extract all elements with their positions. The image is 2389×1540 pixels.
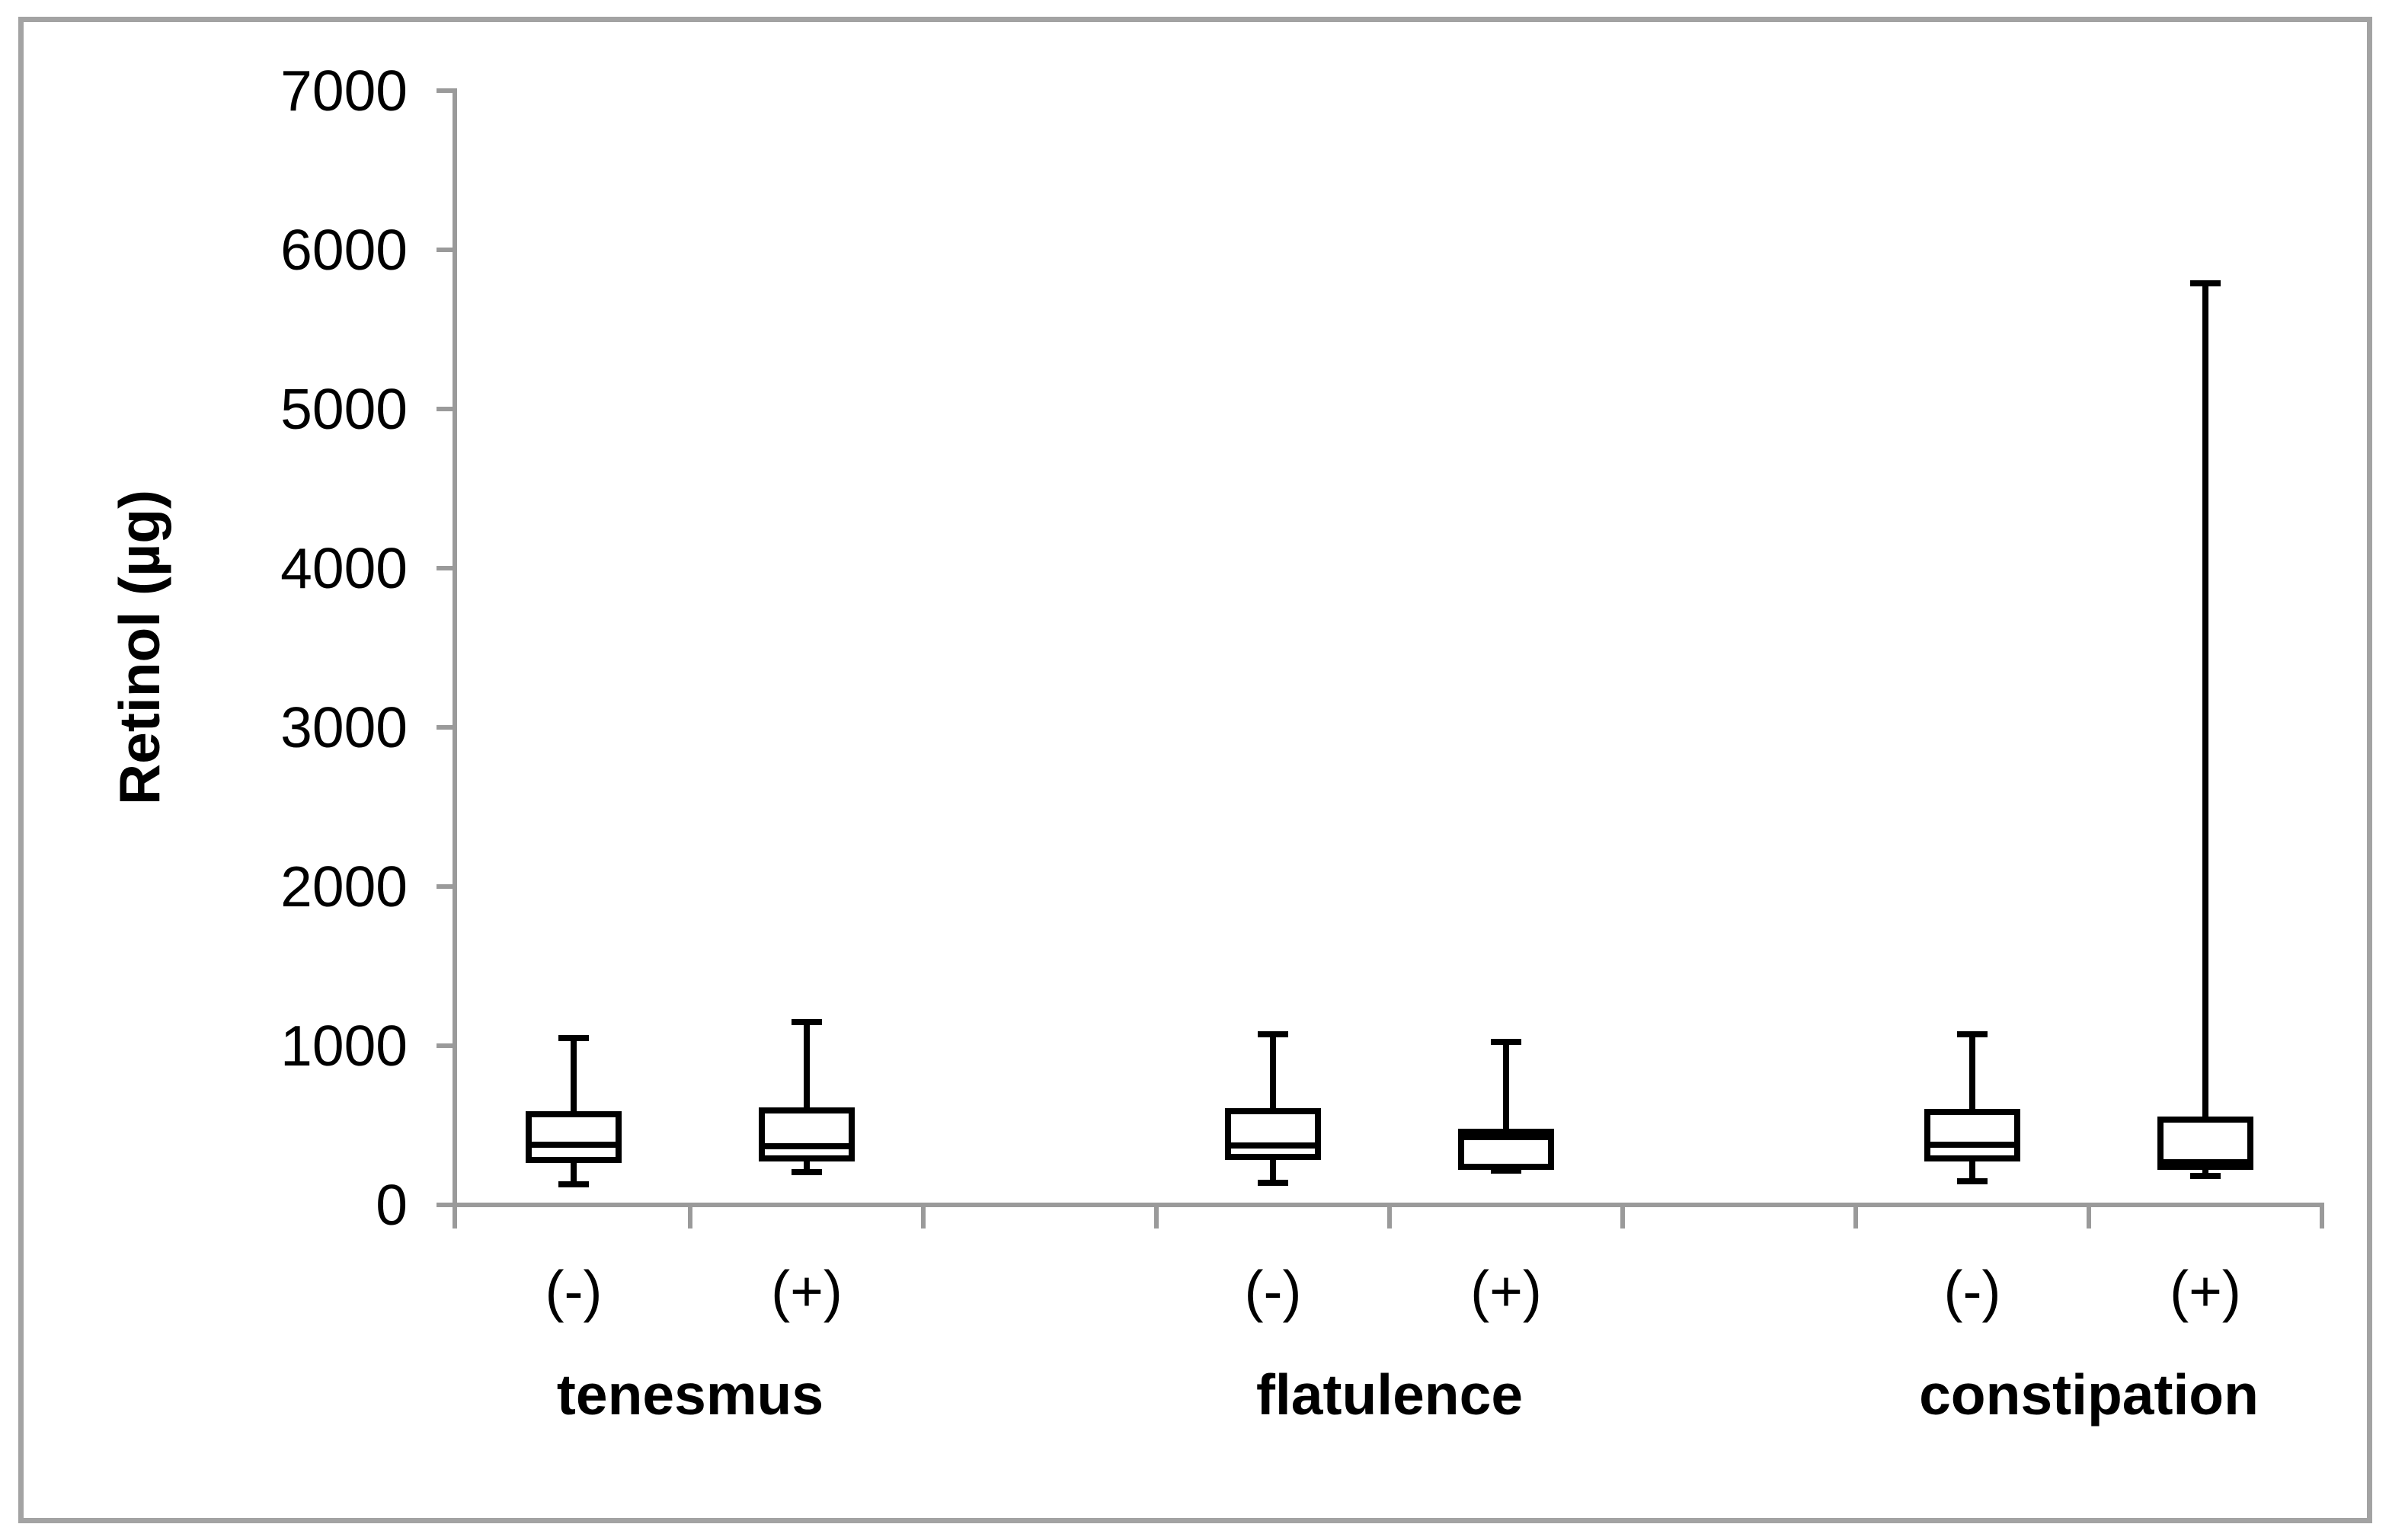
y-axis-line (453, 91, 457, 1226)
lower-whisker-cap (1957, 1177, 1988, 1184)
x-axis-line (457, 1203, 2324, 1207)
category-label: (+) (771, 1259, 843, 1323)
lower-whisker-line (571, 1160, 577, 1184)
upper-whisker-line (1270, 1034, 1276, 1111)
group-label: tenesmus (556, 1363, 824, 1427)
category-label: (-) (1244, 1259, 1302, 1323)
upper-whisker-cap (1258, 1031, 1288, 1038)
median-line (1930, 1141, 2014, 1148)
y-axis-tick (437, 88, 457, 93)
y-tick-label: 3000 (280, 695, 408, 759)
lower-whisker-cap (2190, 1173, 2221, 1180)
upper-whisker-cap (1957, 1031, 1988, 1038)
iqr-box (1924, 1108, 2020, 1162)
category-label: (-) (1943, 1259, 2001, 1323)
y-tick-label: 1000 (280, 1014, 408, 1078)
y-tick-label: 2000 (280, 855, 408, 919)
upper-whisker-cap (1491, 1038, 1521, 1045)
x-axis-tick (921, 1207, 926, 1228)
group-label: flatulence (1255, 1363, 1524, 1427)
median-line (1231, 1142, 1315, 1149)
x-axis-tick (688, 1207, 692, 1228)
y-tick-label: 0 (376, 1173, 408, 1237)
lower-whisker-cap (792, 1169, 822, 1176)
x-axis-tick (1853, 1207, 1858, 1228)
category-label: (+) (1470, 1259, 1542, 1323)
upper-whisker-line (804, 1021, 810, 1110)
upper-whisker-line (1503, 1041, 1509, 1132)
lower-whisker-line (2202, 1166, 2208, 1177)
lower-whisker-line (1270, 1157, 1276, 1183)
lower-whisker-line (804, 1158, 810, 1173)
median-line (532, 1141, 616, 1148)
y-axis-tick (437, 1203, 457, 1207)
category-label: (-) (545, 1259, 603, 1323)
y-axis-tick (437, 248, 457, 252)
median-line (1464, 1134, 1548, 1141)
y-axis-tick (437, 1043, 457, 1048)
group-label: constipation (1919, 1363, 2259, 1427)
y-tick-label: 5000 (280, 377, 408, 441)
iqr-box (759, 1107, 855, 1162)
median-line (765, 1142, 849, 1149)
y-tick-label: 4000 (280, 536, 408, 600)
upper-whisker-cap (792, 1018, 822, 1025)
y-axis-tick (437, 884, 457, 889)
upper-whisker-line (571, 1037, 577, 1114)
x-axis-tick (2087, 1207, 2091, 1228)
upper-whisker-cap (558, 1034, 589, 1041)
y-axis-tick (437, 407, 457, 411)
y-axis-tick (437, 566, 457, 570)
iqr-box (1225, 1107, 1321, 1161)
lower-whisker-cap (1491, 1168, 1521, 1174)
y-axis-tick (437, 725, 457, 730)
y-tick-label: 7000 (280, 59, 408, 123)
upper-whisker-line (2202, 283, 2208, 1120)
lower-whisker-line (1969, 1158, 1975, 1181)
upper-whisker-cap (2190, 280, 2221, 286)
figure-border (18, 17, 2372, 1523)
x-axis-tick (1387, 1207, 1392, 1228)
x-axis-tick (1154, 1207, 1159, 1228)
upper-whisker-line (1969, 1034, 1975, 1112)
lower-whisker-cap (558, 1181, 589, 1187)
lower-whisker-cap (1258, 1179, 1288, 1186)
median-line (2164, 1158, 2247, 1165)
x-axis-tick (1620, 1207, 1625, 1228)
y-tick-label: 6000 (280, 218, 408, 282)
x-axis-tick (2320, 1207, 2324, 1228)
x-axis-tick (453, 1207, 457, 1228)
iqr-box (526, 1110, 622, 1164)
category-label: (+) (2170, 1259, 2241, 1323)
